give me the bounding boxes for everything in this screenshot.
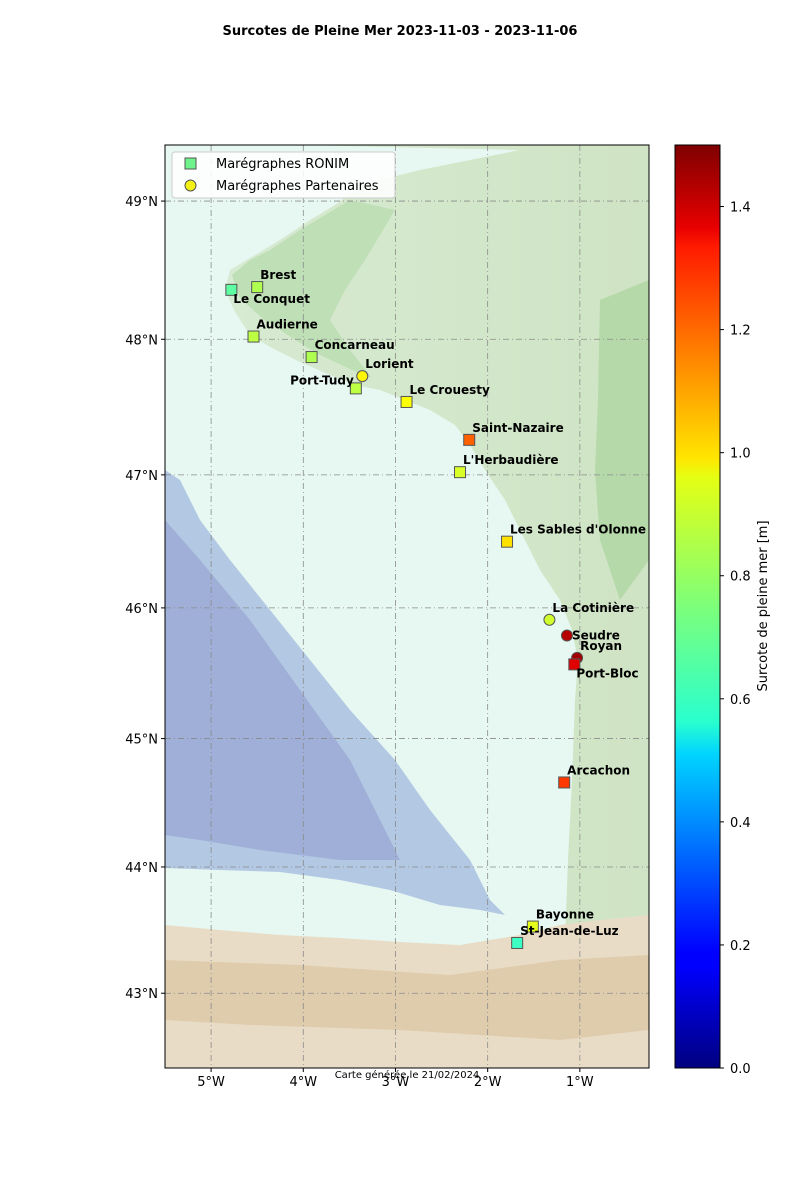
x-tick-label: 1°W: [566, 1075, 594, 1090]
station-label: Lorient: [365, 357, 414, 371]
station-label: Les Sables d'Olonne: [510, 523, 646, 537]
station-label: Le Crouesty: [410, 383, 490, 397]
station-label: La Cotinière: [552, 601, 634, 615]
station-label: Brest: [260, 268, 296, 282]
land-france: [225, 145, 649, 1068]
y-tick-label: 47°N: [125, 469, 158, 484]
x-tick-label: 3°W: [382, 1075, 410, 1090]
station-label: Royan: [580, 639, 622, 653]
figure-title: Surcotes de Pleine Mer 2023-11-03 - 2023…: [223, 24, 578, 39]
station-marker-circle[interactable]: [543, 613, 556, 626]
abyssal-plain: [165, 520, 400, 860]
colorbar: 0.0 0.2 0.4 0.6 0.8 1.0 1.2 1.4 Surcote de plei…: [674, 144, 771, 1077]
map-frame: [164, 144, 650, 1069]
colorbar-tick-label: 0.8: [730, 570, 751, 585]
station-marker-square[interactable]: [463, 433, 476, 446]
station-marker-square[interactable]: [225, 283, 238, 296]
station-label: Bayonne: [536, 908, 594, 922]
legend-ronim-label: Marégraphes RONIM: [216, 157, 349, 172]
x-tick-label: 5°W: [197, 1075, 225, 1090]
station-label: Seudre: [572, 629, 620, 643]
y-tick-label: 44°N: [125, 861, 158, 876]
credit-text: Carte générée le 21/02/2024: [335, 1069, 480, 1081]
stations-layer: Brest Le Conquet Audierne Concarneau Lorient…: [225, 268, 646, 949]
station-label: St-Jean-de-Luz: [520, 924, 618, 938]
colorbar-tick-label: 1.4: [730, 201, 751, 216]
colorbar-gradient: [674, 144, 721, 1069]
station-label: Port-Bloc: [576, 666, 638, 680]
legend-partenaires-label: Marégraphes Partenaires: [216, 179, 379, 194]
station-label: L'Herbaudière: [463, 453, 559, 467]
longitude-ticks: 5°W 4°W 3°W 2°W 1°W: [197, 1068, 594, 1090]
station-marker-square[interactable]: [558, 776, 571, 789]
colorbar-ticks: 0.0 0.2 0.4 0.6 0.8 1.0 1.2 1.4: [720, 201, 751, 1077]
station-marker-circle[interactable]: [560, 629, 573, 642]
colorbar-label: Surcote de pleine mer [m]: [756, 520, 771, 691]
y-tick-label: 45°N: [125, 733, 158, 748]
x-tick-label: 2°W: [474, 1075, 502, 1090]
graticule: [165, 145, 649, 1068]
station-label: Le Conquet: [233, 292, 310, 306]
station-marker-square[interactable]: [454, 466, 467, 479]
station-label: Port-Tudy: [290, 373, 354, 387]
station-marker-square[interactable]: [247, 330, 260, 343]
y-tick-label: 43°N: [125, 987, 158, 1002]
station-marker-square[interactable]: [501, 535, 514, 548]
station-label: Audierne: [257, 318, 318, 332]
legend-partenaires-marker: [184, 179, 197, 192]
colorbar-tick-label: 0.0: [730, 1062, 751, 1077]
brittany-relief: [232, 200, 395, 378]
station-marker-square[interactable]: [526, 920, 539, 933]
station-marker-square[interactable]: [349, 382, 362, 395]
y-tick-label: 49°N: [125, 195, 158, 210]
station-marker-square[interactable]: [251, 281, 264, 294]
legend-ronim-marker: [184, 157, 197, 170]
x-tick-label: 4°W: [289, 1075, 317, 1090]
map-panel: [165, 145, 649, 1068]
station-marker-square[interactable]: [511, 936, 524, 949]
colorbar-tick-label: 1.0: [730, 447, 751, 462]
station-marker-square[interactable]: [400, 395, 413, 408]
station-label: Arcachon: [567, 763, 630, 777]
pyrenees-relief: [165, 955, 649, 1040]
colorbar-tick-label: 0.2: [730, 939, 751, 954]
station-marker-circle[interactable]: [356, 370, 369, 383]
colorbar-tick-label: 0.6: [730, 693, 751, 708]
legend-box: [171, 151, 396, 199]
legend: Marégraphes RONIM Marégraphes Partenaire…: [171, 151, 396, 199]
inland-relief: [595, 280, 649, 600]
colorbar-tick-label: 0.4: [730, 816, 751, 831]
colorbar-tick-label: 1.2: [730, 324, 751, 339]
station-label: Concarneau: [315, 338, 395, 352]
station-marker-square[interactable]: [305, 351, 318, 364]
station-label: Saint-Nazaire: [472, 421, 564, 435]
y-tick-label: 48°N: [125, 333, 158, 348]
station-marker-square[interactable]: [568, 658, 581, 671]
latitude-ticks: 43°N 44°N 45°N 46°N 47°N 48°N 49°N: [125, 195, 165, 1002]
y-tick-label: 46°N: [125, 602, 158, 617]
